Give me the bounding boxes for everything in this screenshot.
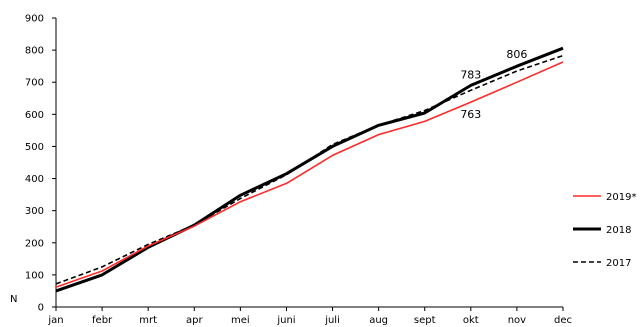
y-ticks: 0 100 200 300 400 500 600 700 800 900 — [25, 14, 56, 314]
y-tick-label: 300 — [25, 206, 44, 217]
x-tick-label: jan — [47, 315, 63, 326]
legend-label: 2019* — [606, 192, 636, 203]
x-tick-label: sept — [414, 315, 436, 326]
y-tick-label: 800 — [25, 46, 44, 57]
x-tick-label: juni — [276, 315, 295, 326]
series-line-2019 — [55, 61, 564, 288]
x-tick-label: juli — [324, 315, 340, 326]
axes — [55, 18, 563, 308]
series-lines — [55, 46, 564, 293]
y-tick-label: 200 — [25, 238, 44, 249]
x-tick-label: mrt — [139, 315, 157, 326]
y-tick-label: 100 — [25, 270, 44, 281]
x-tick-label: aug — [369, 315, 388, 326]
series-line-2018 — [55, 46, 564, 293]
x-tick-label: febr — [92, 315, 113, 326]
legend: 2019* 2018 2017 — [573, 192, 636, 269]
x-ticks: jan febr mrt apr mei juni juli aug sept okt nov dec — [47, 307, 572, 326]
y-tick-label: 900 — [25, 14, 44, 25]
y-tick-label: 600 — [25, 110, 44, 121]
y-tick-label: 700 — [25, 78, 44, 89]
y-tick-label: 400 — [25, 174, 44, 185]
y-axis-label: N — [10, 294, 17, 305]
data-label: 806 — [506, 48, 527, 61]
x-tick-label: mei — [231, 315, 250, 326]
annotations: 806 783 763 — [460, 48, 527, 121]
x-tick-label: dec — [554, 315, 572, 326]
x-tick-label: apr — [186, 315, 203, 326]
y-tick-label: 500 — [25, 142, 44, 153]
x-tick-label: okt — [463, 315, 479, 326]
data-label: 763 — [460, 108, 481, 121]
legend-label: 2017 — [606, 258, 631, 269]
x-tick-label: nov — [508, 315, 526, 326]
legend-label: 2018 — [606, 225, 631, 236]
y-tick-label: 0 — [38, 303, 44, 314]
data-label: 783 — [460, 68, 481, 81]
